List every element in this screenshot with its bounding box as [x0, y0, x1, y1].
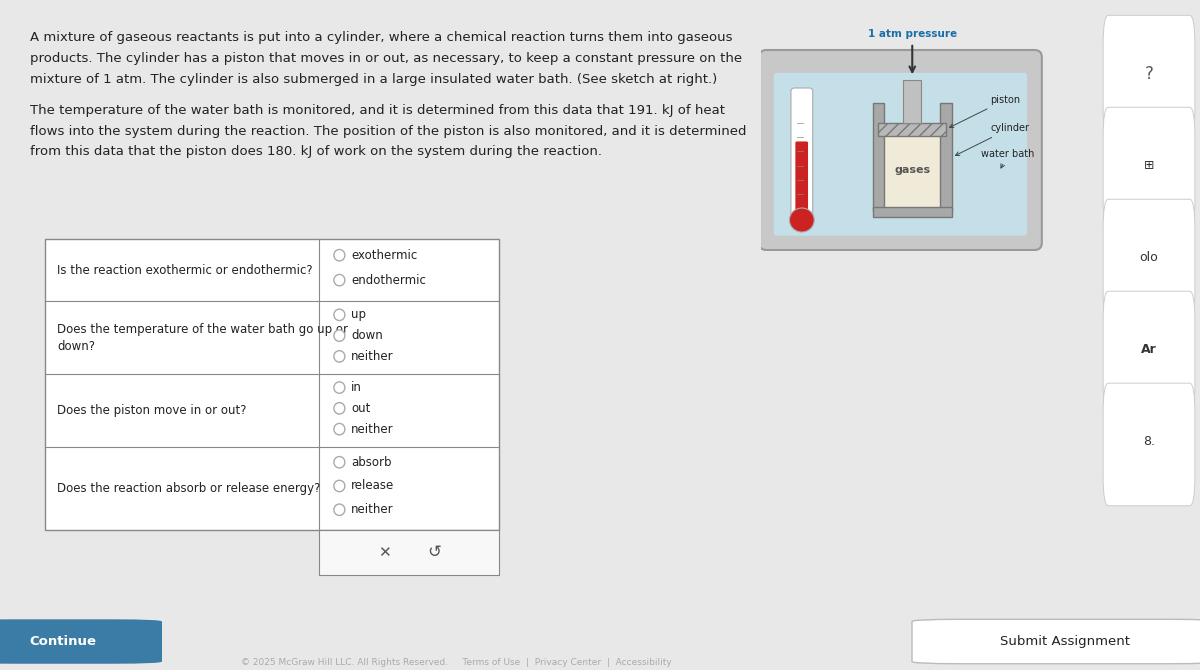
FancyBboxPatch shape	[872, 103, 884, 212]
FancyBboxPatch shape	[878, 123, 946, 136]
FancyBboxPatch shape	[791, 88, 812, 224]
Text: endothermic: endothermic	[352, 273, 426, 287]
FancyBboxPatch shape	[796, 141, 808, 218]
FancyBboxPatch shape	[774, 73, 1027, 236]
FancyBboxPatch shape	[1103, 291, 1195, 414]
Text: exothermic: exothermic	[352, 249, 418, 262]
Text: piston: piston	[949, 95, 1020, 127]
Text: down: down	[352, 329, 383, 342]
FancyBboxPatch shape	[941, 103, 952, 212]
Text: ↺: ↺	[427, 543, 442, 561]
Text: Does the piston move in or out?: Does the piston move in or out?	[56, 404, 246, 417]
Circle shape	[334, 403, 344, 414]
Text: flows into the system during the reaction. The position of the piston is also mo: flows into the system during the reactio…	[30, 125, 746, 138]
Text: A mixture of gaseous reactants is put into a cylinder, where a chemical reaction: A mixture of gaseous reactants is put in…	[30, 31, 732, 44]
Text: ⊞: ⊞	[1144, 159, 1154, 172]
Text: absorb: absorb	[352, 456, 392, 469]
FancyBboxPatch shape	[1103, 383, 1195, 506]
Circle shape	[334, 423, 344, 435]
Text: products. The cylinder has a piston that moves in or out, as necessary, to keep : products. The cylinder has a piston that…	[30, 52, 742, 65]
Circle shape	[334, 309, 344, 320]
FancyBboxPatch shape	[44, 239, 499, 530]
Text: up: up	[352, 308, 366, 322]
FancyBboxPatch shape	[0, 619, 162, 664]
Text: Is the reaction exothermic or endothermic?: Is the reaction exothermic or endothermi…	[56, 264, 312, 277]
Text: out: out	[352, 402, 371, 415]
Text: 1 atm pressure: 1 atm pressure	[868, 29, 956, 40]
FancyBboxPatch shape	[1103, 199, 1195, 322]
Circle shape	[790, 208, 815, 232]
Circle shape	[334, 480, 344, 492]
Text: © 2025 McGraw Hill LLC. All Rights Reserved.     Terms of Use  |  Privacy Center: © 2025 McGraw Hill LLC. All Rights Reser…	[241, 658, 671, 667]
Text: cylinder: cylinder	[955, 123, 1030, 155]
Text: water bath: water bath	[982, 149, 1034, 168]
Text: ?: ?	[1145, 64, 1153, 82]
Circle shape	[334, 330, 344, 341]
Text: Submit Assignment: Submit Assignment	[1000, 635, 1130, 648]
Circle shape	[334, 456, 344, 468]
Text: release: release	[352, 480, 395, 492]
FancyBboxPatch shape	[872, 207, 952, 217]
Text: Does the temperature of the water bath go up or
down?: Does the temperature of the water bath g…	[56, 323, 348, 352]
Circle shape	[334, 275, 344, 286]
Text: gases: gases	[894, 165, 930, 175]
Text: Continue: Continue	[30, 635, 96, 648]
FancyBboxPatch shape	[912, 619, 1200, 664]
Text: ✕: ✕	[378, 545, 391, 559]
Circle shape	[334, 350, 344, 362]
FancyBboxPatch shape	[760, 50, 1042, 250]
Text: neither: neither	[352, 350, 394, 363]
Circle shape	[334, 249, 344, 261]
Text: neither: neither	[352, 503, 394, 517]
Text: The temperature of the water bath is monitored, and it is determined from this d: The temperature of the water bath is mon…	[30, 104, 725, 117]
Text: in: in	[352, 381, 362, 394]
Text: olo: olo	[1140, 251, 1158, 264]
FancyBboxPatch shape	[1103, 15, 1195, 138]
Text: neither: neither	[352, 423, 394, 436]
FancyBboxPatch shape	[904, 80, 922, 123]
FancyBboxPatch shape	[1103, 107, 1195, 230]
Circle shape	[334, 504, 344, 515]
FancyBboxPatch shape	[319, 530, 499, 575]
Text: from this data that the piston does 180. kJ of work on the system during the rea: from this data that the piston does 180.…	[30, 145, 602, 159]
Text: 8.: 8.	[1142, 435, 1154, 448]
Text: Does the reaction absorb or release energy?: Does the reaction absorb or release ener…	[56, 482, 320, 495]
Circle shape	[334, 382, 344, 393]
FancyBboxPatch shape	[884, 136, 941, 207]
Text: mixture of 1 atm. The cylinder is also submerged in a large insulated water bath: mixture of 1 atm. The cylinder is also s…	[30, 73, 718, 86]
Text: Ar: Ar	[1141, 343, 1157, 356]
